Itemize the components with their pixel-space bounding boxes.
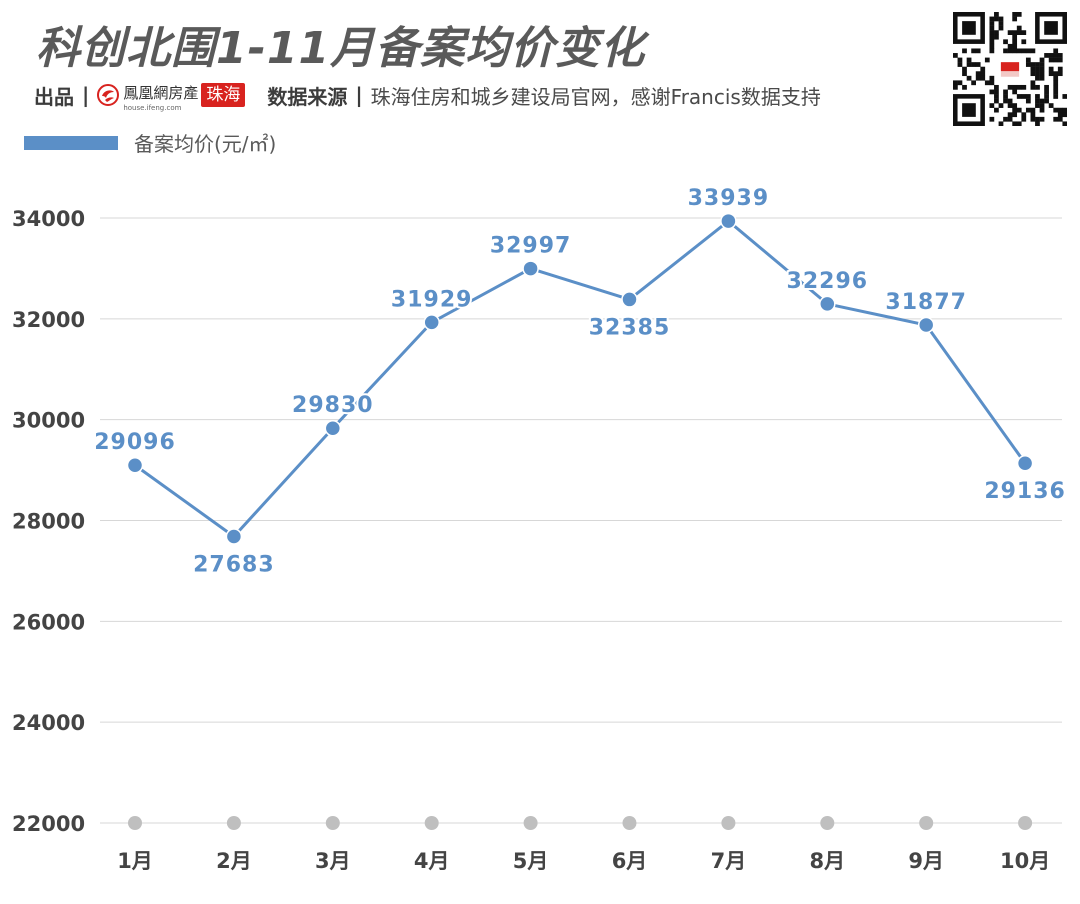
data-label: 29096 xyxy=(94,430,176,455)
x-tick-label: 3月 xyxy=(315,849,351,873)
credit-line: 出品 | 鳳凰網房產 house.ifeng.com 珠海 数据来源 | 珠海住… xyxy=(34,79,821,112)
data-label: 29830 xyxy=(292,393,374,418)
y-tick-label: 24000 xyxy=(12,711,85,735)
data-point xyxy=(522,260,539,277)
x-tick-label: 7月 xyxy=(711,849,747,873)
x-tick-label: 8月 xyxy=(809,849,845,873)
phoenix-logo-icon xyxy=(97,84,120,106)
series-line xyxy=(133,219,1027,538)
brand-name: 鳳凰網房產 xyxy=(123,83,199,102)
data-point xyxy=(819,295,836,313)
x-tick-label: 6月 xyxy=(612,849,648,873)
source-text: 珠海住房和城乡建设局官网，感谢Francis数据支持 xyxy=(370,84,821,109)
x-tick-label: 1月 xyxy=(117,849,153,873)
data-label: 29136 xyxy=(984,479,1066,504)
x-tick-label: 4月 xyxy=(414,849,450,873)
x-axis-dot xyxy=(424,816,439,830)
data-point xyxy=(423,314,440,331)
source-label: 数据来源 xyxy=(267,84,348,109)
data-label: 31929 xyxy=(391,287,473,312)
produced-label: 出品 xyxy=(34,84,74,109)
x-axis-dot xyxy=(721,816,736,830)
data-label: 32997 xyxy=(490,234,572,259)
separator: | xyxy=(355,83,363,107)
data-label: 32385 xyxy=(589,315,671,340)
y-tick-label: 32000 xyxy=(12,308,85,332)
x-tick-label: 2月 xyxy=(216,849,252,873)
data-label: 31877 xyxy=(885,290,967,315)
legend: 备案均价(元/㎡) xyxy=(24,128,276,157)
x-axis-dot xyxy=(325,816,340,830)
data-label: 33939 xyxy=(688,186,770,211)
x-axis-dot xyxy=(919,816,934,830)
data-point xyxy=(1016,454,1034,472)
x-axis-dot xyxy=(622,816,637,830)
y-tick-label: 26000 xyxy=(12,610,85,634)
x-axis-dot xyxy=(226,816,241,830)
y-tick-label: 34000 xyxy=(12,207,85,231)
chart-title: 科创北围1-11月备案均价变化 xyxy=(36,23,646,74)
y-tick-label: 28000 xyxy=(12,510,85,534)
x-tick-label: 9月 xyxy=(908,849,944,873)
data-label: 27683 xyxy=(193,552,275,577)
x-tick-label: 5月 xyxy=(513,849,549,873)
data-point xyxy=(225,528,243,545)
data-point xyxy=(621,291,638,308)
legend-swatch xyxy=(24,135,118,150)
x-axis-dot xyxy=(523,816,538,830)
x-axis-dot xyxy=(820,816,835,830)
legend-label: 备案均价(元/㎡) xyxy=(134,132,277,156)
brand-url: house.ifeng.com xyxy=(123,103,182,112)
x-axis-dot xyxy=(128,816,142,830)
x-tick-label: 10月 xyxy=(1000,849,1050,873)
qr-code-icon xyxy=(953,12,1067,126)
data-point xyxy=(720,212,737,230)
y-tick-label: 22000 xyxy=(12,812,85,836)
ifeng-house-logo: 鳳凰網房產 house.ifeng.com 珠海 xyxy=(97,79,246,112)
separator: | xyxy=(82,83,90,107)
data-point xyxy=(126,456,144,474)
y-tick-label: 30000 xyxy=(12,409,85,433)
data-label: 32296 xyxy=(787,269,869,294)
data-point xyxy=(324,419,342,437)
x-axis-dot xyxy=(1018,816,1033,830)
data-point xyxy=(917,316,935,334)
brand-city-tag: 珠海 xyxy=(201,83,246,107)
